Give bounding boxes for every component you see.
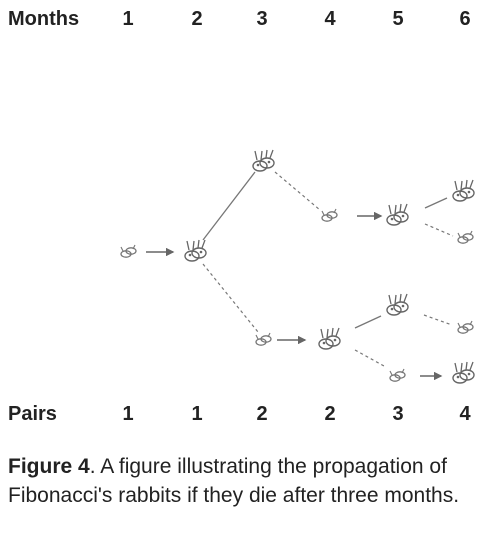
pairs-count: 1 <box>191 403 203 425</box>
young-rabbit-pair-icon <box>457 320 474 334</box>
edge-m2-m3-top <box>202 171 256 241</box>
young-rabbit-pair-icon <box>457 230 474 244</box>
edge-m2-m3-bottom <box>202 263 259 333</box>
month-number: 6 <box>459 8 471 30</box>
edge-m3-m4-top <box>274 171 321 211</box>
month-number: 5 <box>392 8 404 30</box>
figure-caption-text: . A figure illustrating the propagation … <box>8 455 460 507</box>
adult-rabbit-pair-icon <box>452 179 475 202</box>
pairs-count: 3 <box>392 403 404 425</box>
adult-rabbit-pair-icon <box>318 327 341 350</box>
young-rabbit-pair-icon <box>255 332 272 346</box>
months-row-label: Months <box>8 8 80 30</box>
edge-m5-m6-b <box>424 223 454 237</box>
pairs-count: 2 <box>256 403 268 425</box>
young-rabbit-pair-icon <box>321 208 338 222</box>
month-number: 3 <box>256 8 268 30</box>
edge-m5-m6-c <box>423 314 453 326</box>
young-rabbit-pair-icon <box>120 244 137 258</box>
pairs-count: 2 <box>324 403 336 425</box>
edge-m4-m5-d <box>354 349 385 367</box>
pairs-row-label: Pairs <box>8 403 57 425</box>
month-number: 2 <box>191 8 203 30</box>
pairs-count: 4 <box>459 403 471 425</box>
adult-rabbit-pair-icon <box>252 149 275 172</box>
month-number: 1 <box>122 8 134 30</box>
figure-caption: Figure 4. A figure illustrating the prop… <box>8 452 488 510</box>
figure-caption-label: Figure 4 <box>8 455 90 478</box>
pairs-count: 1 <box>122 403 134 425</box>
edge-m4-m5-c <box>354 315 382 329</box>
adult-rabbit-pair-icon <box>386 293 409 316</box>
adult-rabbit-pair-icon <box>452 361 475 384</box>
young-rabbit-pair-icon <box>389 368 406 382</box>
month-number: 4 <box>324 8 336 30</box>
adult-rabbit-pair-icon <box>184 239 207 262</box>
adult-rabbit-pair-icon <box>386 203 409 226</box>
edge-m5-m6-a <box>424 197 448 209</box>
